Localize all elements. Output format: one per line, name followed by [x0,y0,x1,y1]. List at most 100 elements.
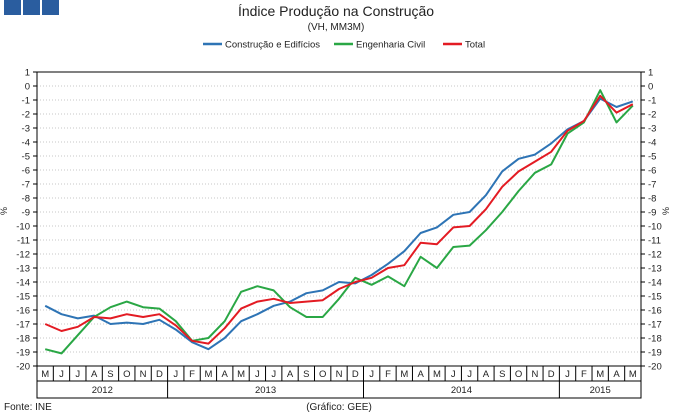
y-tick-label-right: -6 [648,166,656,177]
y-tick-label-right: -7 [648,180,656,191]
y-tick-label-left: -16 [16,306,30,317]
x-tick-label-month: A [417,369,424,380]
x-tick-label-month: M [433,369,441,380]
y-tick-label-left: -7 [22,180,30,191]
series-line [44,94,634,345]
y-tick-label-right: 0 [648,82,653,93]
y-tick-label-left: -11 [17,236,30,247]
series-lines [44,89,634,355]
x-tick-label-month: O [515,369,522,380]
y-tick-label-right: -18 [648,334,662,345]
y-tick-label-left: -19 [16,348,30,359]
footer-source: Fonte: INE [4,402,52,413]
x-tick-label-month: J [255,369,260,380]
x-tick-label-year: 2014 [451,385,472,396]
x-tick-label-month: D [548,369,555,380]
x-tick-label-month: A [613,369,620,380]
x-tick-label-month: N [336,369,343,380]
y-tick-label-left: -18 [16,334,30,345]
y-tick-label-right: -4 [648,138,656,149]
x-tick-label-month: M [237,369,245,380]
y-tick-label-right: -16 [648,306,662,317]
x-tick-label-year: 2013 [255,385,276,396]
y-tick-label-left: -4 [22,138,30,149]
y-tick-label-right: -3 [648,124,656,135]
x-tick-label-month: O [123,369,130,380]
x-tick-label-month: J [271,369,276,380]
legend: Construção e Edifícios Engenharia Civil To… [203,40,485,51]
x-tick-label-month: M [41,369,49,380]
y-tick-label-left: -9 [22,208,30,219]
x-tick-label-month: A [222,369,229,380]
y-tick-label-right: -13 [648,264,662,275]
y-tick-label-left: -14 [16,278,30,289]
logo-square-3 [42,0,59,15]
y-tick-label-left: -17 [16,320,30,331]
y-tick-label-left: -1 [22,96,30,107]
chart-subtitle: (VH, MM3M) [308,22,365,33]
y-tick-label-right: -1 [648,96,656,107]
y-tick-label-right: -14 [648,278,662,289]
x-axis-frame [36,365,642,399]
y-tick-label-right: -2 [648,110,656,121]
y-tick-label-right: -10 [648,222,662,233]
x-tick-label-month: A [287,369,294,380]
y-axis-label-right: % [661,207,671,215]
legend-label: Construção e Edifícios [225,40,320,51]
x-tick-label-month: S [107,369,113,380]
x-tick-label-month: M [629,369,637,380]
x-tick-label-month: F [581,369,587,380]
y-tick-label-left: -20 [16,362,30,373]
series-line [44,89,634,355]
y-tick-label-right: -15 [648,292,662,303]
x-tick-label-month: J [59,369,64,380]
y-tick-label-left: -6 [22,166,30,177]
y-axis-label-left: % [0,207,9,215]
y-tick-label-left: -8 [22,194,30,205]
y-tick-label-left: -13 [16,264,30,275]
x-tick-label-month: S [499,369,505,380]
y-tick-label-right: -12 [648,250,662,261]
x-tick-label-month: D [156,369,163,380]
y-tick-label-right: -19 [648,348,662,359]
y-tick-label-left: 1 [25,68,30,79]
y-tick-label-right: -20 [648,362,662,373]
x-tick-label-month: J [369,369,374,380]
x-tick-label-month: O [319,369,326,380]
x-tick-label-month: F [189,369,195,380]
y-tick-label-left: -10 [16,222,30,233]
legend-label: Engenharia Civil [356,40,425,51]
x-tick-label-month: M [596,369,604,380]
x-tick-label-month: A [91,369,98,380]
logo-square-1 [4,0,21,15]
x-tick-label-month: M [204,369,212,380]
x-tick-label-month: M [400,369,408,380]
x-tick-label-month: J [451,369,456,380]
x-tick-label-year: 2012 [92,385,113,396]
x-tick-label-month: J [467,369,472,380]
y-tick-label-right: -17 [648,320,662,331]
axes: 1 1 0 0 -1 -1 -2 -2 -3 -3 -4 -4 -5 -5 -6 -6 -7 -7 -8 -8 -9 -9… [0,68,671,399]
series-line [44,97,634,351]
x-tick-label-month: F [385,369,391,380]
x-tick-label-month: D [352,369,359,380]
x-tick-label-month: J [565,369,570,380]
chart-title: Índice Produção na Construção [238,3,434,19]
logo-square-2 [23,0,40,15]
y-tick-label-left: -5 [22,152,30,163]
y-tick-label-left: -3 [22,124,30,135]
legend-label: Total [465,40,485,51]
y-tick-label-left: -12 [16,250,30,261]
footer-credit: (Gráfico: GEE) [306,402,372,413]
x-tick-label-month: A [483,369,490,380]
x-tick-label-month: S [303,369,309,380]
y-tick-label-left: -2 [22,110,30,121]
x-tick-label-month: N [531,369,538,380]
y-tick-label-right: -9 [648,208,656,219]
x-tick-label-month: N [140,369,147,380]
x-tick-label-month: J [173,369,178,380]
y-tick-label-left: -15 [16,292,30,303]
y-tick-label-right: 1 [648,68,653,79]
y-tick-label-right: -8 [648,194,656,205]
